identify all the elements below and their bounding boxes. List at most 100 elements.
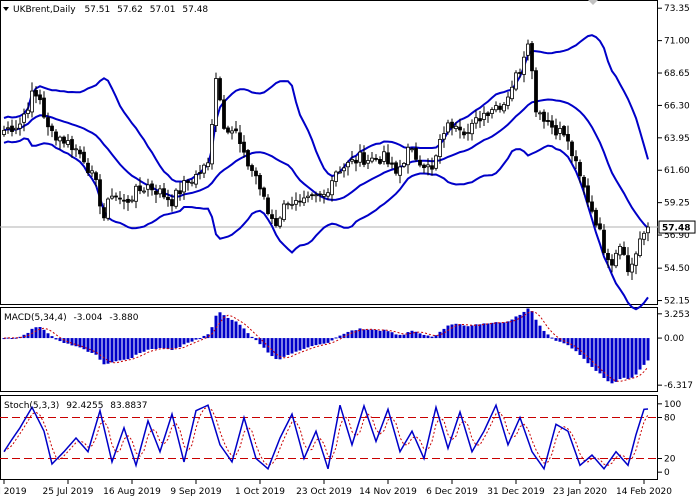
macd-bar [570,338,574,349]
ohlc-close: 57.48 [182,5,208,15]
macd-bar [622,338,626,378]
macd-bar [450,324,454,339]
macd-bar [538,325,542,339]
stoch-axis-label: 0 [664,468,670,478]
macd-bar [338,335,342,339]
macd-bar [310,338,314,347]
candle-body [22,113,26,123]
candle-body [638,238,642,256]
candle-body [330,180,334,196]
candle-body [282,203,286,220]
macd-bar [286,338,290,355]
price-pane-label: UKBrent,Daily 57.51 57.62 57.01 57.48 [3,5,208,15]
macd-bar [458,324,462,339]
macd-bar [514,316,518,339]
macd-bar [442,328,446,339]
x-axis-label: 9 Sep 2019 [170,487,222,497]
candle-body [598,223,602,230]
candle-body [454,125,458,129]
macd-label: MACD(5,34,4) -3.004 -3.880 [4,313,139,323]
candle-body [238,132,242,144]
candle-body [522,56,526,75]
candle-body [322,193,326,197]
candle-body [562,126,566,136]
macd-bar [226,317,230,339]
macd-bar [122,338,126,360]
macd-bar [110,338,114,363]
macd-bar [630,338,634,378]
upper-band-line [3,34,649,183]
candle-body [278,217,282,227]
candle-body [310,194,314,197]
macd-bar [246,333,250,339]
macd-bar [382,329,386,339]
candle-body [338,171,342,174]
macd-bar [170,338,174,351]
candle-body [618,246,622,256]
x-axis-label: 6 Dec 2019 [426,487,478,497]
macd-bar [430,336,434,339]
macd-bar [590,338,594,367]
macd-bar [266,338,270,353]
price-axis-label: 52.15 [664,297,690,307]
macd-bar [594,338,598,371]
candle-body [150,183,154,191]
macd-axis-label: 3.253 [664,310,690,320]
macd-bar [146,338,150,350]
macd-bar [158,338,162,349]
macd-bar [546,334,550,339]
candle-body [426,164,430,168]
candle-body [122,199,126,202]
macd-bar [142,338,146,352]
macd-bar [518,314,522,339]
x-axis-label: 3 Jul 2019 [0,487,27,497]
candle-body [270,214,274,219]
macd-bar [366,329,370,339]
macd-bar [154,338,158,350]
candle-body [526,43,530,56]
macd-bar [402,334,406,339]
candle-body [430,165,434,170]
macd-bar [150,338,154,349]
stoch-signal-line [3,406,649,466]
macd-bar [34,327,38,339]
macd-bar [326,338,330,343]
candle-body [30,90,34,113]
macd-bar [250,336,254,339]
macd-bar [10,338,14,340]
macd-bar [90,338,94,353]
candle-body [74,148,78,151]
stoch-axis-label: 100 [664,400,681,410]
candle-body [390,162,394,165]
macd-bar [602,338,606,378]
stoch-signal-value: 83.8837 [110,401,147,411]
candle-body [626,255,630,273]
candle-body [10,125,14,132]
macd-bar [470,325,474,339]
macd-bar [106,338,110,364]
dropdown-triangle-icon[interactable] [3,7,9,11]
macd-bar [78,338,82,348]
macd-bar [222,315,226,339]
x-axis-label: 16 Aug 2019 [103,487,161,497]
macd-bar [230,319,234,339]
candle-body [254,170,258,177]
candle-body [202,164,206,174]
candle-body [418,159,422,166]
macd-bar [574,338,578,352]
macd-bar [214,315,218,339]
chart-shift-marker-icon[interactable] [588,0,598,5]
macd-bar [162,338,166,349]
candle-body [402,162,406,167]
macd-bar [174,338,178,349]
macd-bar [414,331,418,339]
macd-bar [534,319,538,339]
candle-body [14,127,18,131]
candle-body [434,155,438,169]
macd-bar [558,338,562,342]
macd-bar [318,338,322,345]
candle-body [302,197,306,204]
macd-bar [638,338,642,370]
candle-body [66,140,70,145]
macd-bar [490,322,494,339]
